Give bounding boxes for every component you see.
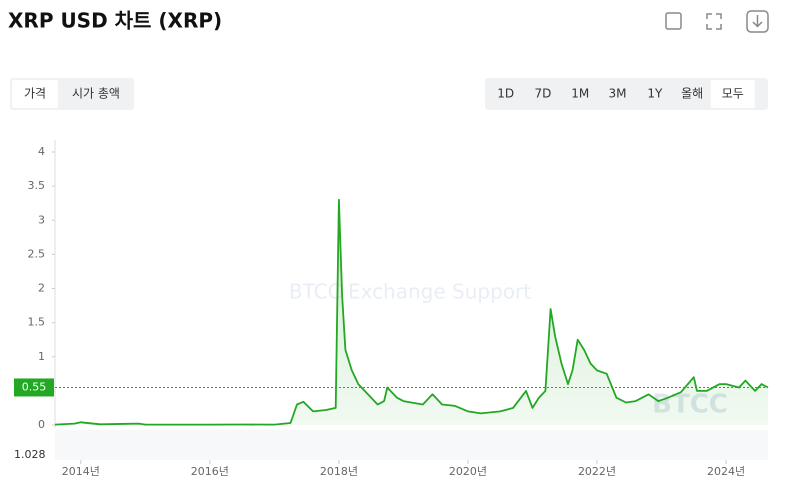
range-active[interactable] [710,80,755,108]
range-group [485,78,768,110]
download-icon[interactable] [746,10,769,33]
last-price-label: 0.55 [22,380,47,393]
y-tick-label: 3 [38,213,45,226]
x-tick-label: 2020년 [449,465,487,478]
price-line [54,198,769,426]
tab[interactable]: 가격 [24,87,46,101]
range-button[interactable]: 1M [571,87,589,101]
volume-strip [55,430,768,460]
share-icon[interactable] [665,12,682,30]
range-button[interactable]: 7D [535,87,552,101]
y-tick-label: 4 [38,145,45,158]
range-button[interactable]: 모두 [722,87,744,101]
range-button[interactable]: 1D [497,87,514,101]
last-price-badge [14,378,54,397]
tab[interactable]: 시가 총액 [72,87,120,101]
y-tick-label: 0 [38,418,45,431]
x-tick-label: 2022년 [578,465,616,478]
price-area [55,199,768,425]
tab-active[interactable] [12,80,58,108]
download-arrow [752,15,763,28]
watermark: BTCC Exchange Support [289,280,531,304]
x-tick-label: 2016년 [191,465,229,478]
x-tick-label: 2024년 [707,465,745,478]
range-button[interactable]: 1Y [647,87,663,101]
volume-label: 1.028 [14,448,46,461]
x-tick-label: 2018년 [320,465,358,478]
range-button[interactable]: 올해 [681,87,703,101]
x-tick-label: 2014년 [62,465,100,478]
y-tick-label: 2 [38,282,45,295]
y-tick-label: 2.5 [28,247,46,260]
toolbar [665,10,769,33]
y-tick-label: 3.5 [28,179,46,192]
y-tick-label: 1.5 [28,316,46,329]
range-button[interactable]: 3M [609,87,627,101]
y-tick-label: 1 [38,350,45,363]
title: XRP USD 차트 (XRP) [8,9,222,33]
fullscreen-icon[interactable] [706,13,722,30]
